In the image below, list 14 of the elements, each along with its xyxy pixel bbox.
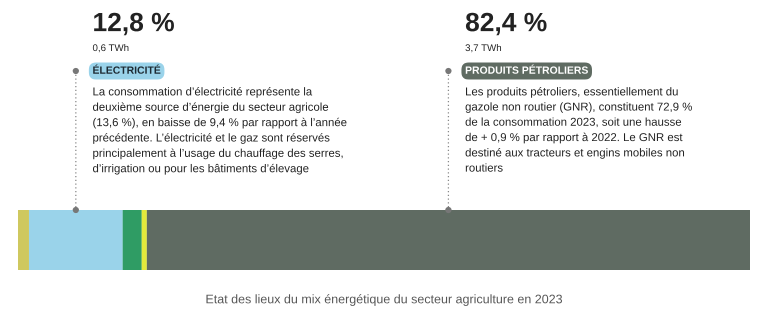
bar	[122, 210, 142, 270]
bar	[142, 210, 147, 270]
text: ÉLECTRICITÉ	[93, 64, 160, 74]
text: 12,8 %	[94, 12, 174, 36]
text: 82,4 %	[466, 12, 547, 36]
bar	[18, 210, 29, 270]
text: Etat des lieux du mix énergétique du secteur agriculture en 2023	[206, 294, 562, 306]
text: La consommation d’électricité représente la deuxième source d’énergie du secteur agricole (13,6 %), en baisse de 9,4 % par rapport à l’année précédente. L’électricité et le gaz sont réservés principalement à l’usage du chauffage des serres, d’irrigation ou pour les bâtiments d’élevage	[92, 87, 346, 175]
bar	[146, 210, 750, 270]
text: PRODUITS PÉTROLIERS	[466, 64, 588, 74]
text: 3,7 TWh	[465, 44, 502, 52]
text: Les produits pétroliers, essentiellement du gazole non routier (GNR), constituent 72,9 % de la consommation 2023, soit une hausse de + 0,9 % par rapport à 2022. Le GNR est destiné aux tracteurs et engins mobiles non routiers	[466, 87, 692, 172]
bar	[28, 210, 123, 270]
text: 0,6 TWh	[92, 44, 128, 52]
